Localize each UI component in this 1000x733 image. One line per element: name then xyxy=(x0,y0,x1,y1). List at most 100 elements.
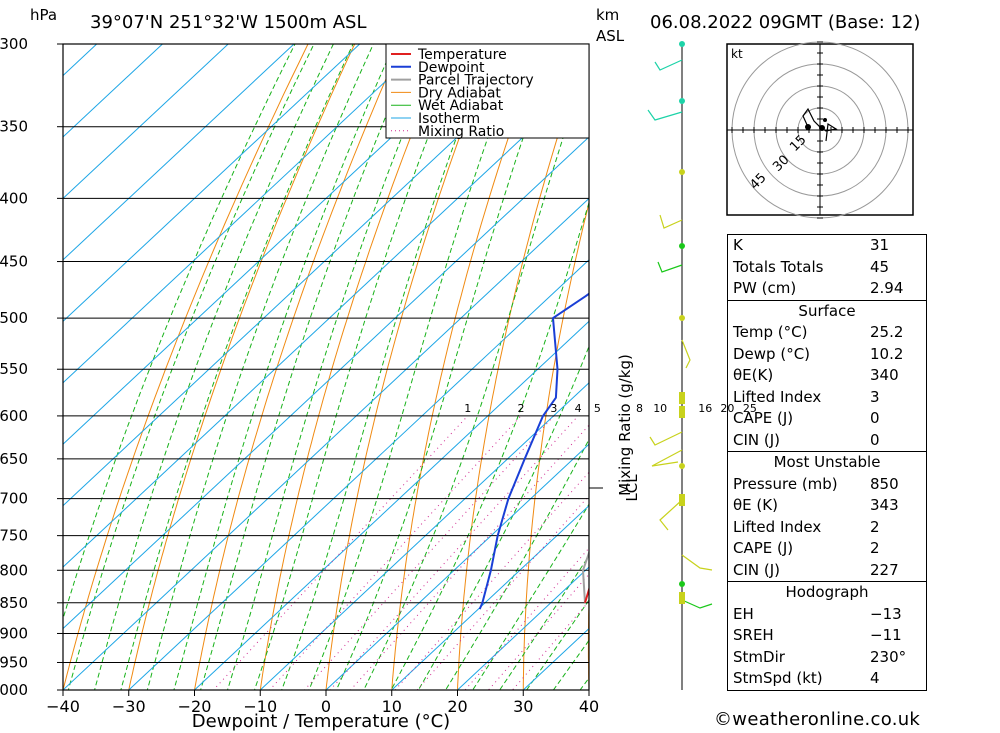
wet-adiabat xyxy=(281,44,493,690)
isotherm-line xyxy=(325,443,589,690)
wet-adiabat xyxy=(472,503,589,690)
y-tick-label: 750 xyxy=(0,527,28,545)
mixing-ratio-label: 4 xyxy=(575,402,582,415)
wind-level-dot xyxy=(679,315,685,321)
x-tick-label: −40 xyxy=(46,697,80,716)
isobars xyxy=(63,44,589,690)
dry-adiabat xyxy=(994,7,1000,716)
wind-barb xyxy=(659,499,683,531)
index-value: −11 xyxy=(870,626,902,644)
wet-adiabat xyxy=(94,44,334,690)
most-unstable-indices: Most Unstable Pressure (mb) 850 θE (K) 343 Li… xyxy=(727,451,927,581)
mixing-ratio-lines xyxy=(212,415,589,690)
dry-adiabat xyxy=(193,44,402,690)
index-value: −13 xyxy=(870,604,902,623)
dry-adiabat xyxy=(652,7,738,716)
index-value: 0 xyxy=(870,409,880,427)
index-row: SREH −11 xyxy=(728,625,926,647)
wind-profile xyxy=(647,41,713,690)
y-tick-label: 650 xyxy=(0,450,28,468)
mixing-ratio-label: 16 xyxy=(698,402,712,415)
legend-entry: Dry Adiabat xyxy=(418,85,501,101)
index-row: Lifted Index 3 xyxy=(728,387,926,409)
wind-level-dot xyxy=(679,41,685,47)
wind-barb xyxy=(654,59,683,71)
index-label: Dewp (°C) xyxy=(733,344,811,363)
indices-panel: K 31 Totals Totals 45 PW (cm) 2.94 Surface Tem… xyxy=(727,234,927,691)
wet-adiabat xyxy=(120,44,354,690)
mixing-ratio-label: 2 xyxy=(517,402,524,415)
dry-adiabat xyxy=(259,44,449,690)
index-value: 2 xyxy=(870,517,880,536)
x-tick-label: −30 xyxy=(112,697,146,716)
isotherm-line xyxy=(63,44,229,200)
mixing-ratio-label: 5 xyxy=(594,402,601,415)
index-label: SREH xyxy=(733,626,774,644)
index-row: PW (cm) 2.94 xyxy=(728,278,926,300)
wet-adiabats xyxy=(63,44,589,690)
hodograph-point xyxy=(819,125,825,131)
datetime-title: 06.08.2022 09GMT (Base: 12) xyxy=(650,12,920,33)
index-row: Totals Totals 45 xyxy=(728,257,926,279)
index-row: CIN (J) 227 xyxy=(728,560,926,582)
mixing-ratio-label: 10 xyxy=(653,402,667,415)
index-row: Dewp (°C) 10.2 xyxy=(728,344,926,366)
wind-level-marker xyxy=(679,592,685,604)
asl-label: ASL xyxy=(596,27,625,45)
index-label: CIN (J) xyxy=(733,430,781,449)
index-row: Pressure (mb) 850 xyxy=(728,474,926,496)
index-label: Temp (°C) xyxy=(733,323,808,341)
wet-adiabat xyxy=(146,44,374,690)
index-value: 10.2 xyxy=(870,344,904,363)
dry-adiabat xyxy=(128,44,356,690)
index-row: Temp (°C) 25.2 xyxy=(728,322,926,344)
y-tick-label: 550 xyxy=(0,360,28,378)
dry-adiabat xyxy=(391,44,542,690)
wind-barb xyxy=(659,214,683,229)
wind-level-marker xyxy=(679,494,685,506)
legend-entry: Mixing Ratio xyxy=(418,124,504,140)
index-label: StmDir xyxy=(733,647,785,666)
isotherm-line xyxy=(63,44,427,384)
index-label: EH xyxy=(733,604,754,623)
isotherm-line xyxy=(391,504,589,690)
wet-adiabat xyxy=(173,44,395,690)
y-tick-label: 900 xyxy=(0,624,28,642)
mixing-ratio-label: 1 xyxy=(464,402,471,415)
index-label: Lifted Index xyxy=(733,387,822,406)
x-tick-label: 30 xyxy=(513,697,533,716)
series-dewpoint xyxy=(478,292,589,610)
index-value: 850 xyxy=(870,474,899,493)
mixing-ratio-label: 8 xyxy=(636,402,643,415)
index-value: 4 xyxy=(870,669,880,687)
index-label: K xyxy=(733,236,743,254)
x-axis-label: Dewpoint / Temperature (°C) xyxy=(192,711,450,732)
index-row: StmSpd (kt) 4 xyxy=(728,668,926,690)
section-title: Surface xyxy=(798,301,856,320)
x-tick-label: −20 xyxy=(178,697,212,716)
wet-adiabat xyxy=(335,44,557,690)
index-label: CIN (J) xyxy=(733,560,781,579)
legend-entry: Wet Adiabat xyxy=(418,98,504,114)
isotherm-line xyxy=(63,44,295,261)
index-label: StmSpd (kt) xyxy=(733,669,823,687)
wet-adiabat xyxy=(390,200,589,690)
wet-adiabat xyxy=(363,57,589,690)
index-row: CAPE (J) 2 xyxy=(728,538,926,560)
index-value: 2.94 xyxy=(870,279,904,297)
wet-adiabat xyxy=(499,554,589,690)
wet-adiabat xyxy=(308,44,523,690)
index-value: 227 xyxy=(870,560,899,579)
mixing-ratio-line xyxy=(349,424,589,690)
wind-barb xyxy=(657,261,683,273)
wind-barb xyxy=(681,554,713,571)
index-label: θE(K) xyxy=(733,366,774,384)
isotherm-line xyxy=(63,44,164,138)
wind-barb xyxy=(651,449,683,467)
x-tick-label: 0 xyxy=(321,697,331,716)
index-value: 340 xyxy=(870,366,899,384)
y-tick-label: 1000 xyxy=(0,681,28,699)
y-tick-label: 450 xyxy=(0,253,28,271)
